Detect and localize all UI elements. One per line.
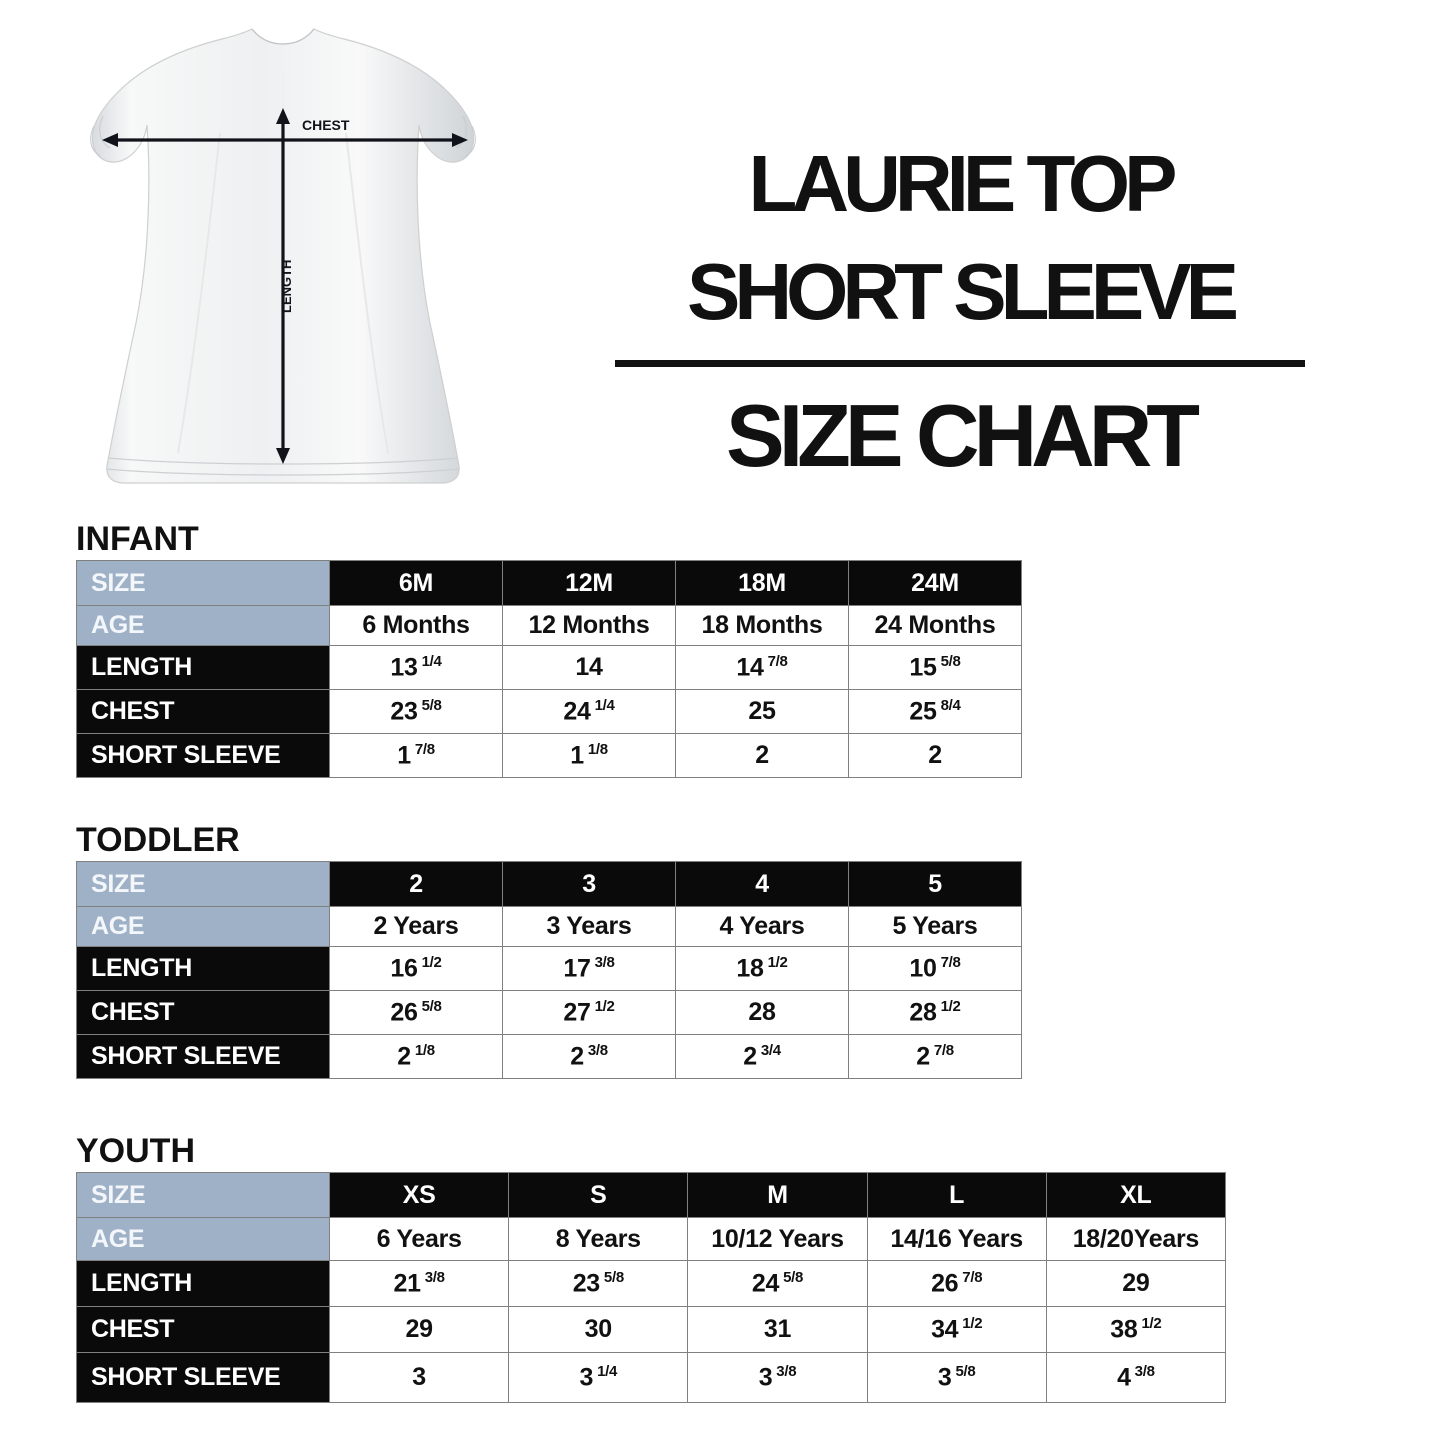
svg-text:LENGTH: LENGTH	[279, 260, 294, 313]
svg-text:CHEST: CHEST	[302, 117, 350, 133]
